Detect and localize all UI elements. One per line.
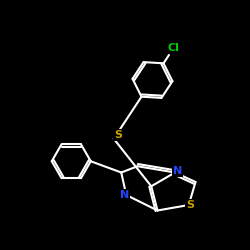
Text: Cl: Cl [168,43,180,53]
Text: S: S [114,130,122,140]
Text: N: N [173,166,182,176]
Text: S: S [186,200,194,210]
Text: N: N [120,190,130,200]
